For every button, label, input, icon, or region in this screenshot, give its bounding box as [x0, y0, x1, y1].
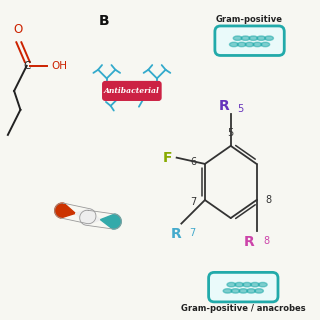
Ellipse shape: [235, 283, 244, 287]
Ellipse shape: [241, 36, 250, 40]
Ellipse shape: [247, 289, 256, 293]
Ellipse shape: [227, 283, 236, 287]
Text: 7: 7: [190, 196, 196, 207]
FancyBboxPatch shape: [215, 26, 284, 55]
Text: B: B: [98, 14, 109, 28]
Polygon shape: [80, 210, 100, 225]
Text: 8: 8: [263, 236, 269, 246]
Text: 7: 7: [189, 228, 196, 238]
Ellipse shape: [245, 42, 254, 47]
Ellipse shape: [261, 42, 270, 47]
FancyBboxPatch shape: [209, 272, 278, 302]
Ellipse shape: [253, 42, 262, 47]
Polygon shape: [75, 209, 96, 224]
Text: 5: 5: [238, 105, 244, 115]
Ellipse shape: [258, 283, 267, 287]
Text: C: C: [23, 61, 30, 71]
Text: Gram-positive / anacrobes: Gram-positive / anacrobes: [181, 304, 306, 313]
Text: 5: 5: [228, 128, 234, 138]
Ellipse shape: [257, 36, 266, 40]
Ellipse shape: [231, 289, 240, 293]
Text: F: F: [163, 151, 172, 165]
Text: 8: 8: [265, 195, 271, 205]
Ellipse shape: [237, 42, 246, 47]
Text: Gram-positive: Gram-positive: [216, 15, 283, 24]
Ellipse shape: [223, 289, 232, 293]
Polygon shape: [100, 214, 121, 229]
Polygon shape: [55, 203, 75, 218]
Text: OH: OH: [52, 61, 68, 71]
Text: R: R: [244, 235, 255, 249]
Ellipse shape: [233, 36, 242, 40]
Text: 6: 6: [190, 157, 196, 167]
Ellipse shape: [265, 36, 273, 40]
Ellipse shape: [249, 36, 258, 40]
Ellipse shape: [243, 283, 252, 287]
Ellipse shape: [255, 289, 263, 293]
Ellipse shape: [251, 283, 259, 287]
Text: Antibacterial: Antibacterial: [104, 87, 160, 95]
Ellipse shape: [239, 289, 248, 293]
Text: R: R: [219, 99, 229, 113]
Text: O: O: [13, 23, 23, 36]
FancyBboxPatch shape: [102, 81, 162, 101]
Ellipse shape: [229, 42, 238, 47]
Text: R: R: [171, 227, 181, 241]
